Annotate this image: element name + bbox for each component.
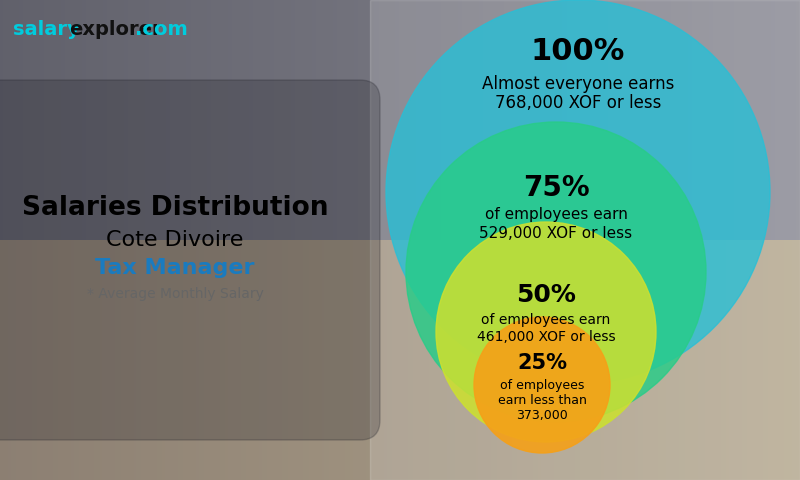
Text: 100%: 100% — [531, 37, 625, 67]
Text: of employees earn: of employees earn — [482, 313, 610, 327]
Text: explorer: explorer — [69, 20, 162, 39]
Text: 529,000 XOF or less: 529,000 XOF or less — [479, 226, 633, 240]
Circle shape — [474, 317, 610, 453]
Text: 25%: 25% — [517, 353, 567, 373]
Text: * Average Monthly Salary: * Average Monthly Salary — [86, 287, 263, 301]
Circle shape — [386, 0, 770, 384]
Text: 373,000: 373,000 — [516, 408, 568, 421]
Bar — [370, 0, 800, 480]
Text: 50%: 50% — [516, 283, 576, 307]
Text: Almost everyone earns: Almost everyone earns — [482, 75, 674, 93]
Circle shape — [406, 122, 706, 422]
FancyBboxPatch shape — [0, 80, 380, 440]
Text: 768,000 XOF or less: 768,000 XOF or less — [495, 94, 661, 112]
Text: earn less than: earn less than — [498, 394, 586, 407]
Text: .com: .com — [135, 20, 188, 39]
Text: Tax Manager: Tax Manager — [95, 258, 254, 278]
Circle shape — [436, 222, 656, 442]
Text: 75%: 75% — [522, 174, 590, 202]
Text: Cote Divoire: Cote Divoire — [106, 230, 244, 250]
Text: 461,000 XOF or less: 461,000 XOF or less — [477, 330, 615, 344]
Text: of employees earn: of employees earn — [485, 207, 627, 223]
Text: salary: salary — [13, 20, 80, 39]
Text: Salaries Distribution: Salaries Distribution — [22, 195, 328, 221]
Text: of employees: of employees — [500, 379, 584, 392]
